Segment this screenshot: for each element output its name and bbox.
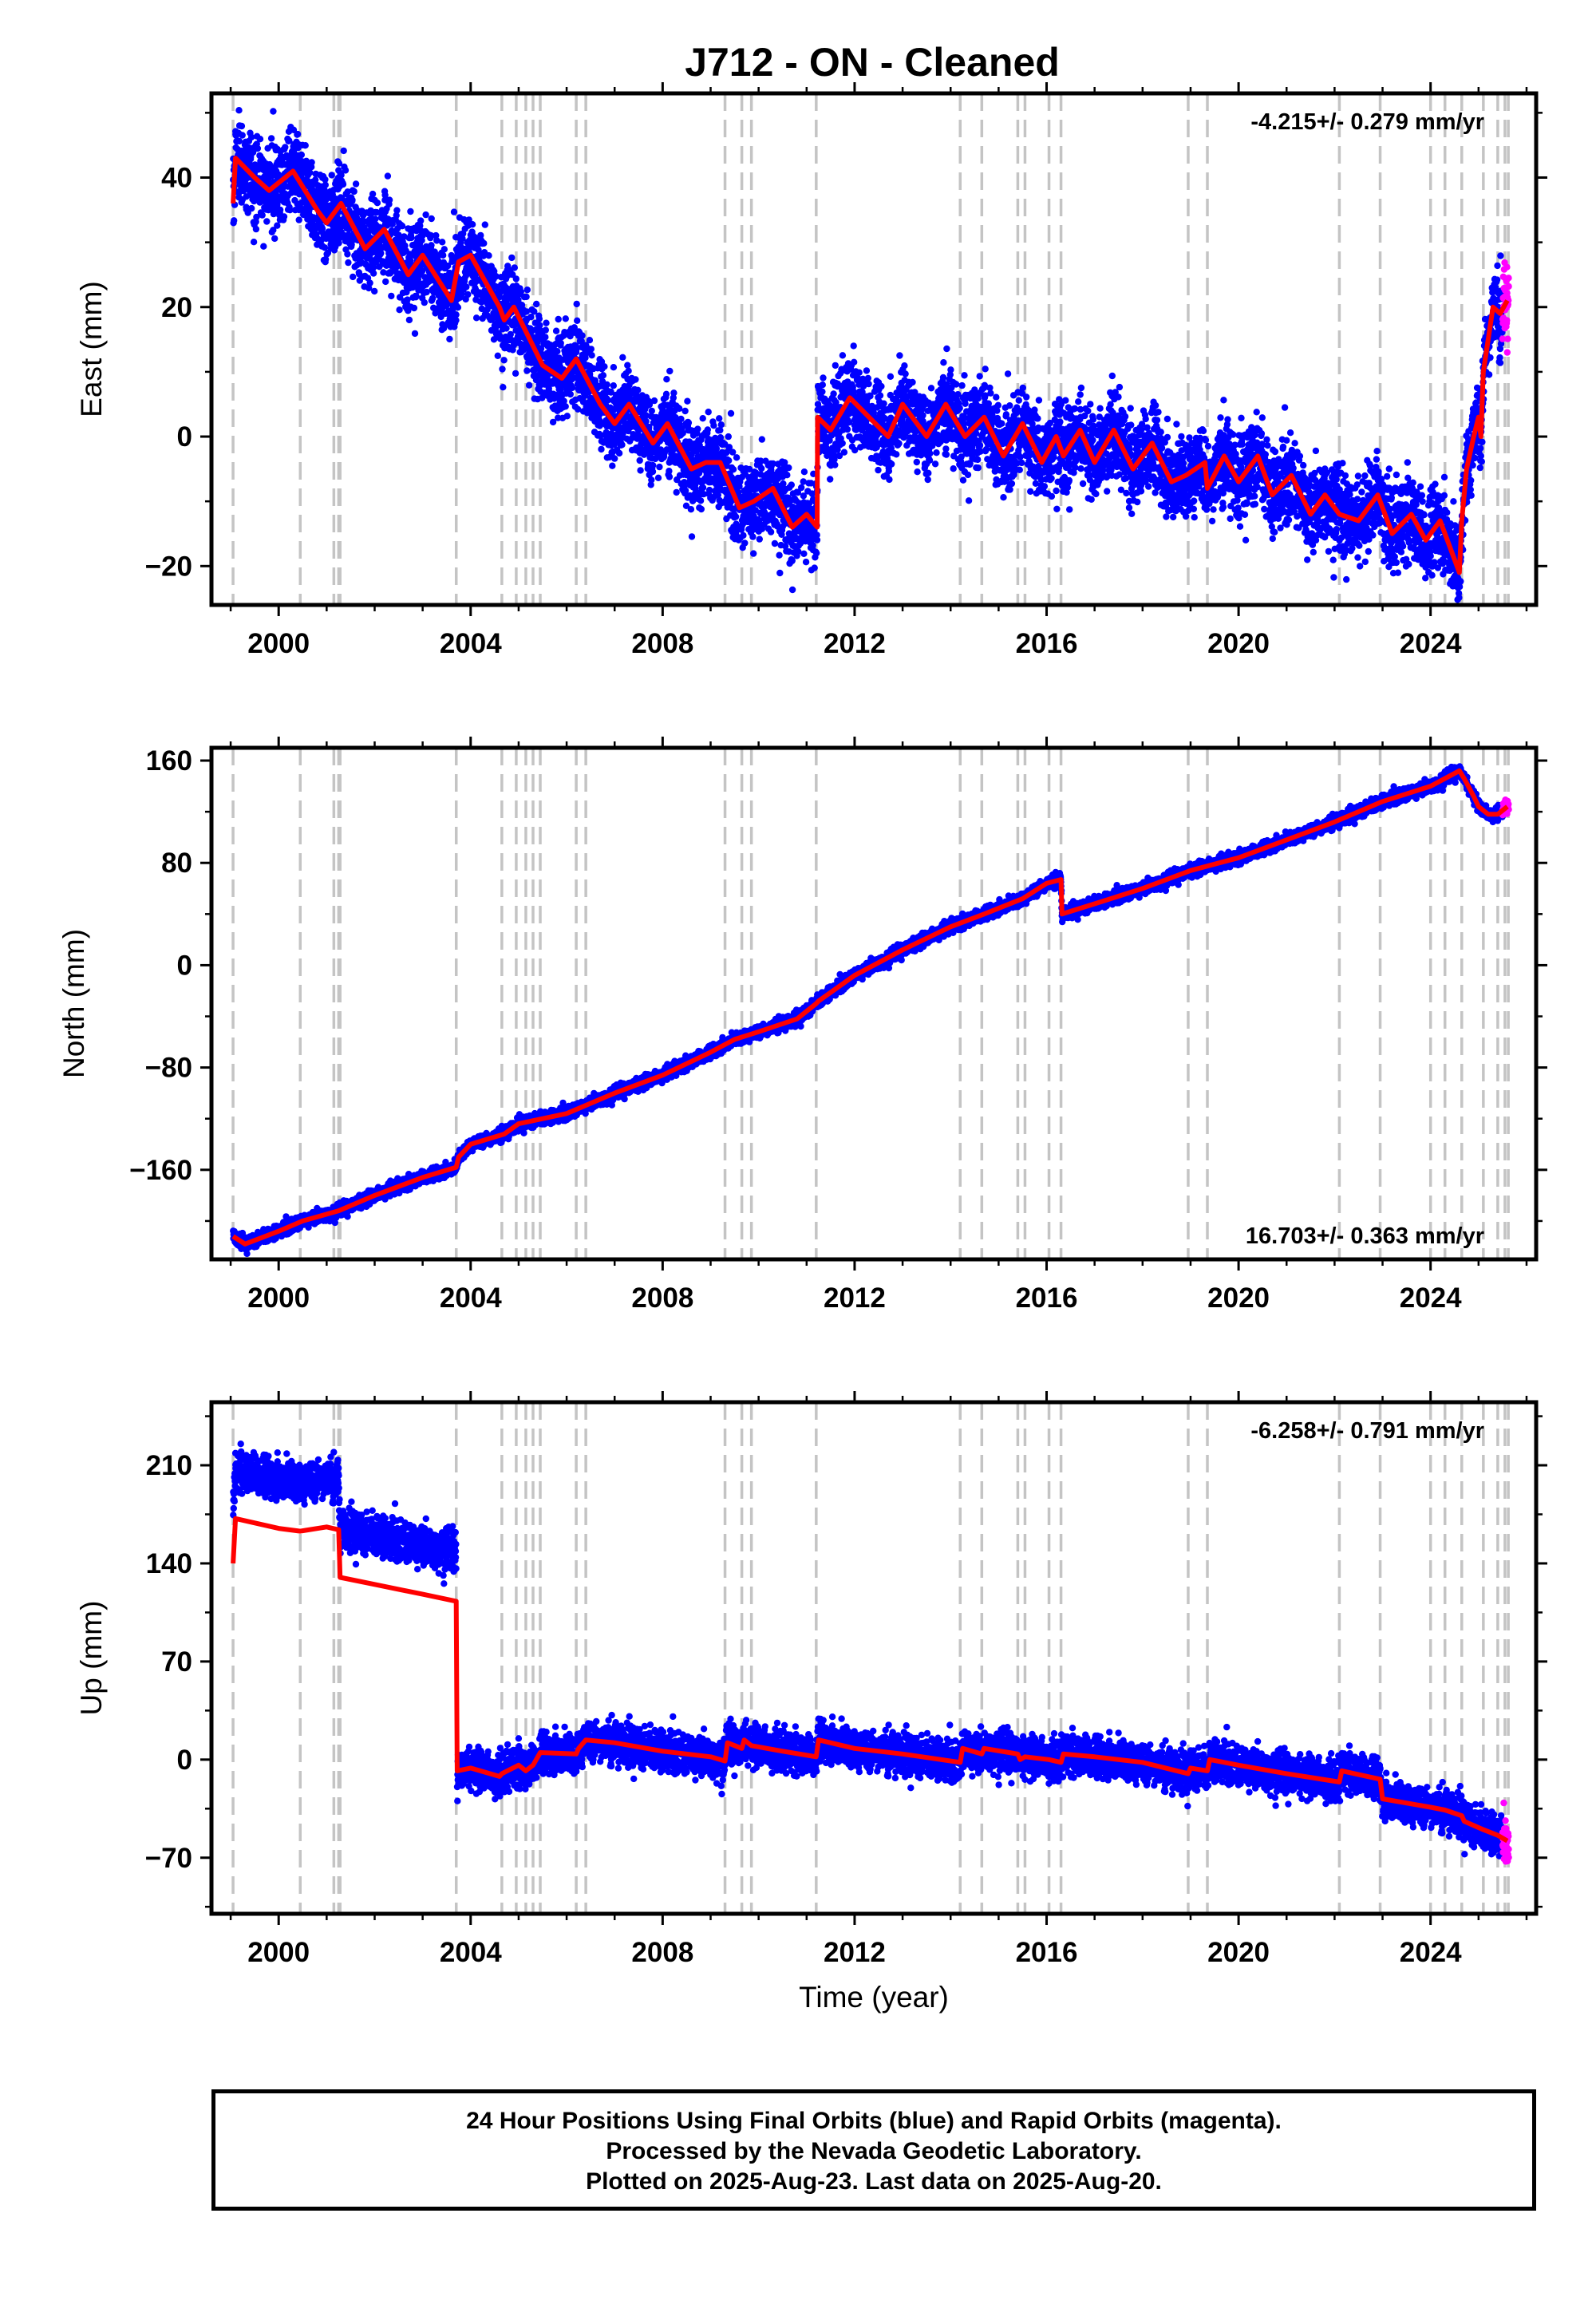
up-y-tick-label: −70 xyxy=(145,1843,192,1874)
footer-line-2: Processed by the Nevada Geodetic Laborat… xyxy=(606,2138,1142,2164)
north-x-tick-label: 2024 xyxy=(1400,1282,1462,1314)
north-y-axis: −160 −80 0 80 160 xyxy=(129,745,1547,1223)
east-y-tick-label: 20 xyxy=(161,292,192,323)
east-y-tick-label: 0 xyxy=(177,421,192,453)
east-x-tick-label: 2012 xyxy=(824,628,886,659)
up-x-tick-label: 2024 xyxy=(1400,1937,1462,1968)
north-x-tick-label: 2020 xyxy=(1207,1282,1270,1314)
east-y-axis-label: East (mm) xyxy=(75,281,108,417)
east-model-line xyxy=(231,156,1510,575)
up-x-tick-label: 2012 xyxy=(824,1937,886,1968)
north-x-tick-label: 2016 xyxy=(1016,1282,1078,1314)
up-x-tick-label: 2004 xyxy=(440,1937,502,1968)
up-model-line xyxy=(231,1516,1509,1844)
east-y-tick-label: 40 xyxy=(161,162,192,193)
up-frame xyxy=(209,1400,1539,1916)
east-x-tick-label: 2000 xyxy=(247,628,310,659)
up-final-orbit-points xyxy=(230,1441,1506,1860)
east-x-tick-label: 2016 xyxy=(1016,628,1078,659)
up-x-tick-label: 2020 xyxy=(1207,1937,1270,1968)
north-y-tick-label: 160 xyxy=(146,745,192,777)
east-data-points xyxy=(230,107,1512,603)
footer-line-1: 24 Hour Positions Using Final Orbits (bl… xyxy=(466,2108,1282,2134)
north-frame xyxy=(209,745,1539,1262)
east-final-orbit-points xyxy=(230,107,1506,603)
east-rate-label: -4.215+/- 0.279 mm/yr xyxy=(1250,109,1484,135)
north-x-tick-label: 2000 xyxy=(247,1282,310,1314)
footer-box: 24 Hour Positions Using Final Orbits (bl… xyxy=(211,2089,1536,2211)
north-model-line xyxy=(231,768,1509,1247)
east-y-axis: −20 0 20 40 xyxy=(145,112,1547,582)
up-x-tick-label: 2000 xyxy=(247,1937,310,1968)
up-x-axis-label: Time (year) xyxy=(799,1981,949,2014)
north-y-tick-label: −80 xyxy=(145,1053,192,1084)
up-y-axis: −70 0 70 140 210 xyxy=(145,1415,1547,1908)
up-y-axis-label: Up (mm) xyxy=(75,1601,108,1716)
up-y-tick-label: 140 xyxy=(146,1548,192,1579)
footer-line-3: Plotted on 2025-Aug-23. Last data on 202… xyxy=(586,2168,1162,2195)
north-y-axis-label: North (mm) xyxy=(57,929,90,1078)
north-x-axis: 2000 2004 2008 2012 2016 2020 2024 xyxy=(229,737,1528,1314)
up-rate-label: -6.258+/- 0.791 mm/yr xyxy=(1250,1418,1484,1444)
up-data-points xyxy=(230,1441,1512,1865)
north-y-tick-label: −160 xyxy=(129,1155,192,1186)
east-panel: 2000 2004 2008 2012 2016 2020 2024 −20 0 20 40 East… xyxy=(75,82,1547,659)
north-x-tick-label: 2012 xyxy=(824,1282,886,1314)
north-x-tick-label: 2004 xyxy=(440,1282,502,1314)
north-panel: 2000 2004 2008 2012 2016 2020 2024 −160 −80 0 80 16… xyxy=(57,737,1547,1314)
east-x-axis: 2000 2004 2008 2012 2016 2020 2024 xyxy=(229,82,1528,659)
east-x-tick-label: 2004 xyxy=(440,628,502,659)
north-y-tick-label: 0 xyxy=(177,950,192,981)
north-final-orbit-points xyxy=(230,763,1506,1258)
up-y-tick-label: 70 xyxy=(161,1646,192,1678)
up-rapid-orbit-points xyxy=(1499,1799,1512,1865)
east-frame xyxy=(209,91,1539,607)
east-x-tick-label: 2008 xyxy=(631,628,693,659)
north-event-lines xyxy=(231,748,1510,1259)
north-rate-label: 16.703+/- 0.363 mm/yr xyxy=(1246,1223,1484,1249)
panels: 2000 2004 2008 2012 2016 2020 2024 −20 0 20 40 East… xyxy=(57,82,1547,2014)
up-panel: 2000 2004 2008 2012 2016 2020 2024 −70 0 70 140 210… xyxy=(75,1391,1547,2014)
up-y-tick-label: 0 xyxy=(177,1745,192,1776)
up-y-tick-label: 210 xyxy=(146,1450,192,1481)
up-x-tick-label: 2008 xyxy=(631,1937,693,1968)
north-y-tick-label: 80 xyxy=(161,848,192,879)
east-x-tick-label: 2020 xyxy=(1207,628,1270,659)
east-y-tick-label: −20 xyxy=(145,551,192,582)
figure-title: J712 - ON - Cleaned xyxy=(685,40,1060,85)
east-x-tick-label: 2024 xyxy=(1400,628,1462,659)
up-x-tick-label: 2016 xyxy=(1016,1937,1078,1968)
north-x-tick-label: 2008 xyxy=(631,1282,693,1314)
up-x-axis: 2000 2004 2008 2012 2016 2020 2024 xyxy=(229,1391,1528,1968)
up-event-lines xyxy=(231,1402,1510,1914)
north-data-points xyxy=(230,763,1512,1258)
